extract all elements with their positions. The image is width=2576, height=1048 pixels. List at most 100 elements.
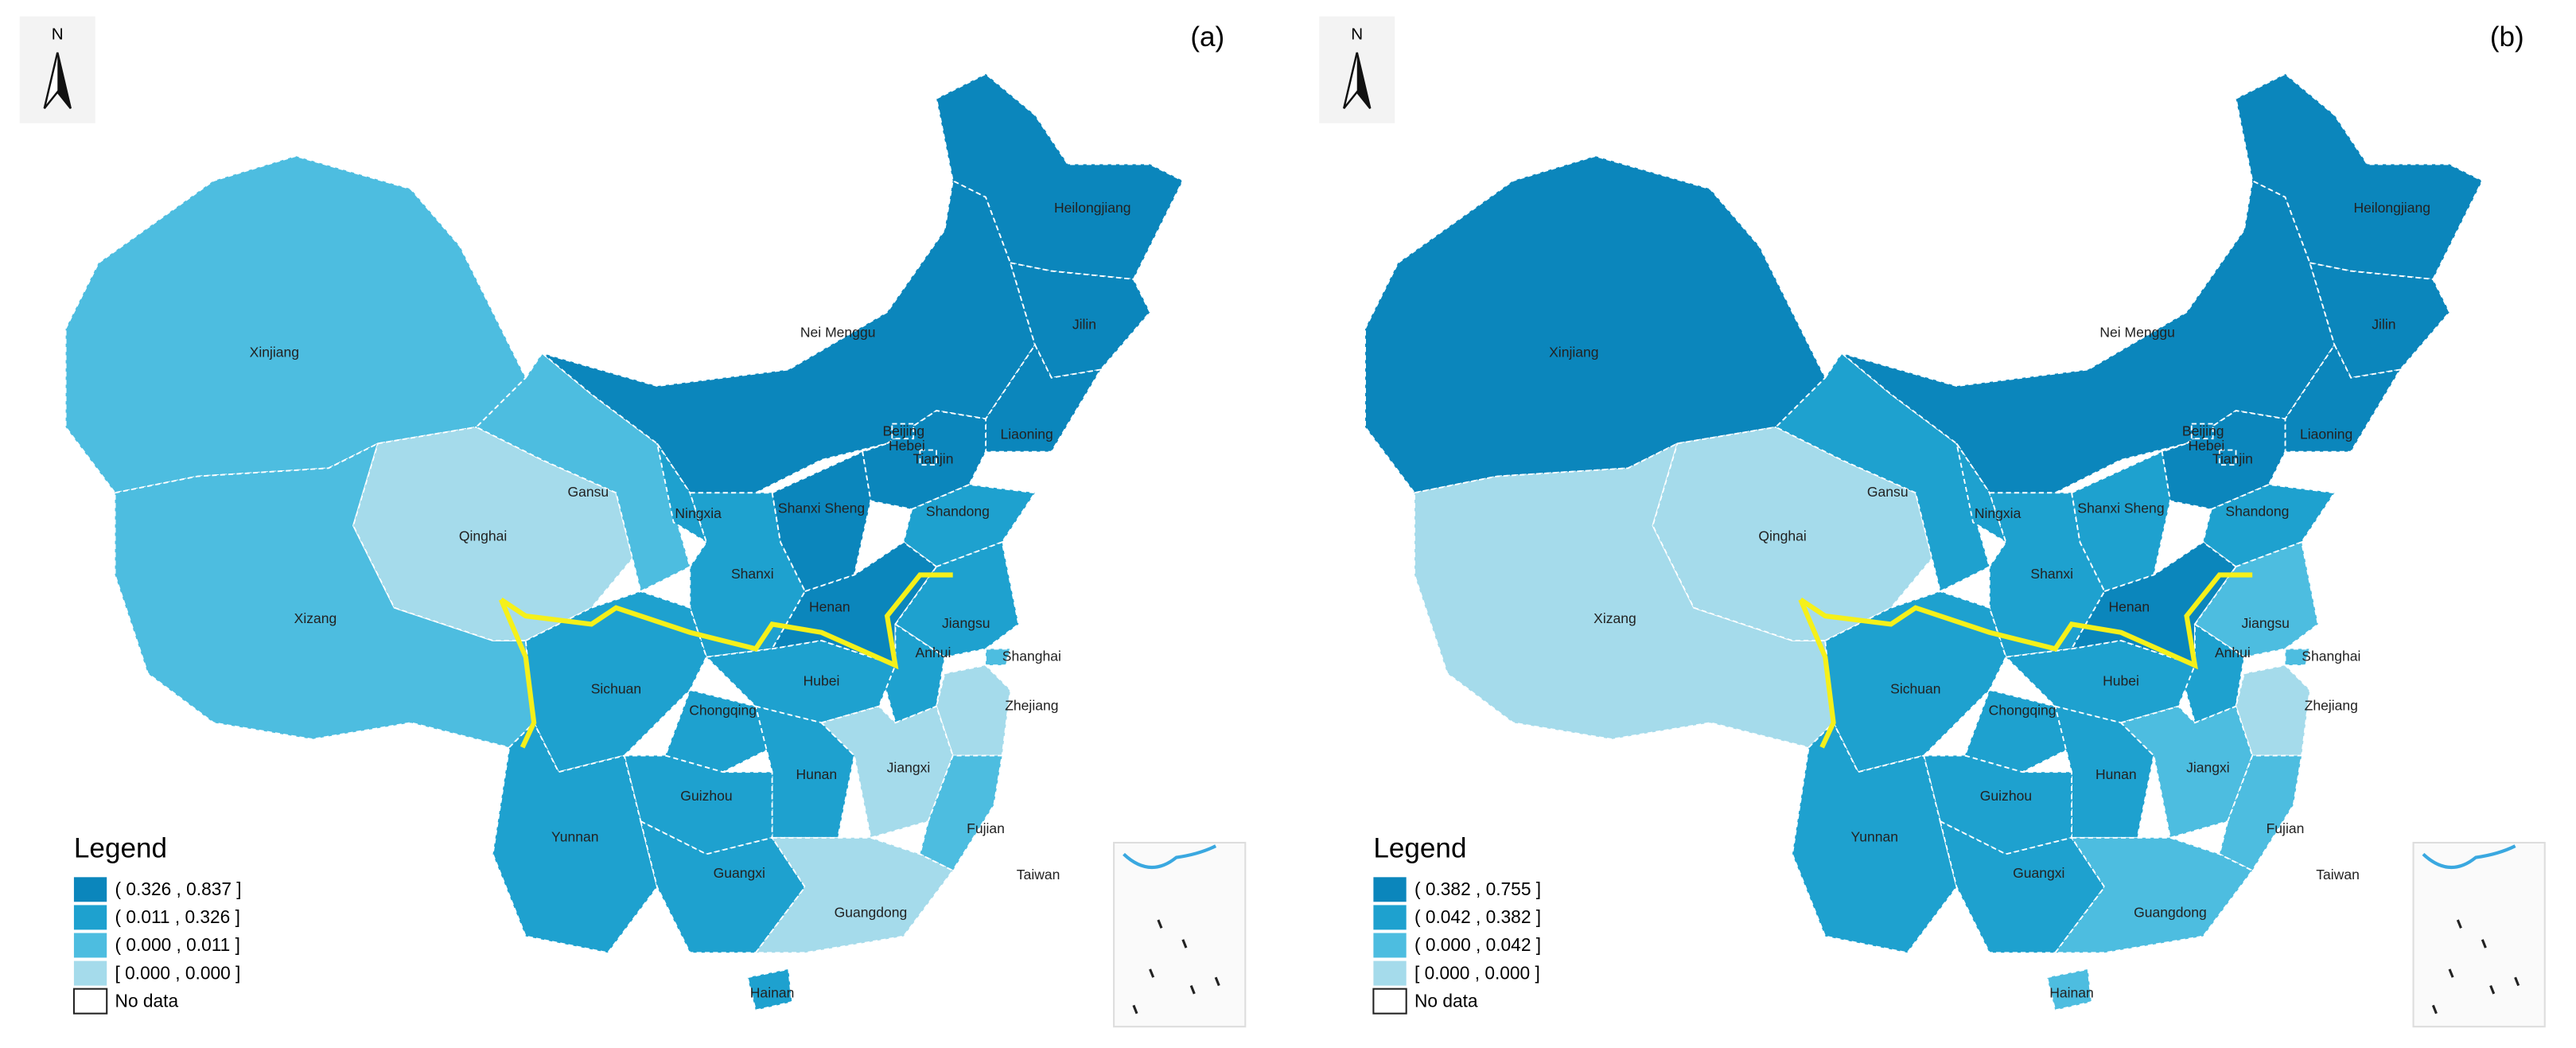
panel-label: (a) xyxy=(1190,21,1224,53)
province-label: Guizhou xyxy=(680,788,732,804)
province xyxy=(1988,492,2106,658)
province-label: Tianjin xyxy=(912,451,953,467)
inset-island xyxy=(2448,968,2454,978)
inset-island xyxy=(2481,939,2487,949)
province-label: Liaoning xyxy=(2300,427,2352,442)
province-label: Xinjiang xyxy=(1549,344,1598,360)
province-label: Hunan xyxy=(796,766,837,782)
legend-swatch xyxy=(1373,905,1407,930)
province xyxy=(541,179,1036,494)
province-label: Zhejiang xyxy=(1005,697,1058,713)
inset-coast xyxy=(2422,844,2516,870)
legend-label: No data xyxy=(115,990,179,1011)
province-label: Qinghai xyxy=(1758,528,1806,544)
inset-island xyxy=(2514,976,2520,987)
legend-swatch xyxy=(1373,877,1407,902)
north-arrow-fill xyxy=(1356,53,1371,109)
inset-island xyxy=(1149,968,1155,978)
province-label: Gansu xyxy=(1867,484,1909,500)
province-label: Anhui xyxy=(2215,645,2251,660)
boundary-line xyxy=(1799,572,2253,670)
province-label: Qinghai xyxy=(459,528,507,544)
province xyxy=(664,688,773,773)
legend-label: ( 0.042 , 0.382 ] xyxy=(1414,906,1541,927)
legend-label: ( 0.000 , 0.042 ] xyxy=(1414,934,1541,955)
province-label: Hebei xyxy=(889,438,925,454)
province-label: Shanxi Sheng xyxy=(778,501,865,516)
inset-island xyxy=(1181,939,1188,949)
province-label: Hainan xyxy=(750,985,795,1001)
province xyxy=(623,754,773,855)
province xyxy=(2190,423,2214,440)
province-label: Jiangsu xyxy=(2241,615,2289,631)
province-label: Henan xyxy=(809,598,850,614)
province-label: Fujian xyxy=(967,820,1005,836)
province-label: Shandong xyxy=(2225,504,2289,520)
province xyxy=(2053,836,2254,954)
province-label: Shanghai xyxy=(1002,648,1061,664)
legend-label: ( 0.011 , 0.326 ] xyxy=(115,906,240,927)
province-label: Ningxia xyxy=(1975,505,2021,521)
province xyxy=(985,648,1012,666)
province xyxy=(2218,449,2237,466)
legend-swatch xyxy=(1373,960,1407,986)
province xyxy=(2284,648,2311,666)
province-label: Hubei xyxy=(804,672,840,688)
inset-island xyxy=(1189,984,1196,995)
province-label: Chongqing xyxy=(689,702,757,718)
province xyxy=(2309,262,2451,379)
north-arrow-fill xyxy=(57,53,71,109)
province-label: Yunnan xyxy=(551,828,598,844)
province-label: Sichuan xyxy=(591,681,641,697)
province xyxy=(2119,705,2254,839)
boundary-line xyxy=(500,572,953,670)
province-label: Guangdong xyxy=(2134,904,2207,920)
province-label: Jilin xyxy=(2372,316,2395,332)
panel-label: (b) xyxy=(2490,21,2524,53)
inset-island xyxy=(2431,1004,2438,1015)
province-label: Guangdong xyxy=(835,904,908,920)
province xyxy=(819,705,954,839)
province-label: Hebei xyxy=(2188,438,2224,454)
inset-island xyxy=(1157,919,1163,929)
province-label: Jilin xyxy=(1072,316,1096,332)
province-label: Liaoning xyxy=(1001,427,1053,442)
province xyxy=(1021,806,1056,898)
province xyxy=(936,72,1185,280)
province-label: Shanxi xyxy=(2030,566,2073,582)
inset-coast xyxy=(1123,844,1217,870)
province-label: Jiangxi xyxy=(887,760,931,776)
legend-title: Legend xyxy=(74,833,167,864)
boundary-line xyxy=(498,598,537,749)
province-label: Fujian xyxy=(2267,820,2305,836)
province-label: Heilongjiang xyxy=(2353,200,2430,216)
legend-label: [ 0.000 , 0.000 ] xyxy=(1414,962,1540,983)
inset xyxy=(1113,841,1247,1028)
province-label: Guangxi xyxy=(714,865,765,881)
province-label: Jiangxi xyxy=(2186,760,2230,776)
province xyxy=(1009,262,1151,379)
province xyxy=(891,423,915,440)
inset-island xyxy=(1214,976,1220,987)
province-label: Hunan xyxy=(2095,766,2137,782)
legend-label: ( 0.382 , 0.755 ] xyxy=(1414,879,1541,899)
inset-island xyxy=(2489,984,2496,995)
province-label: Hainan xyxy=(2049,985,2094,1001)
province-label: Beijing xyxy=(882,423,924,439)
north-label: N xyxy=(52,25,64,44)
legend-label: [ 0.000 , 0.000 ] xyxy=(115,962,241,983)
legend-swatch xyxy=(72,988,108,1015)
legend-swatch xyxy=(73,933,107,958)
province-label: Zhejiang xyxy=(2305,697,2358,713)
legend-swatch xyxy=(1373,933,1407,958)
map-panel: Xinjiang Xizang Qinghai Gansu Nei Menggu Heil… xyxy=(1319,16,2546,1028)
inset-island xyxy=(2456,919,2462,929)
inset-island xyxy=(1132,1004,1138,1015)
legend-swatch xyxy=(1372,988,1407,1015)
province-label: Tianjin xyxy=(2212,451,2253,467)
province-label: Shanghai xyxy=(2302,648,2360,664)
province-label: Jiangsu xyxy=(942,615,990,631)
province-label: Xizang xyxy=(1593,610,1636,626)
